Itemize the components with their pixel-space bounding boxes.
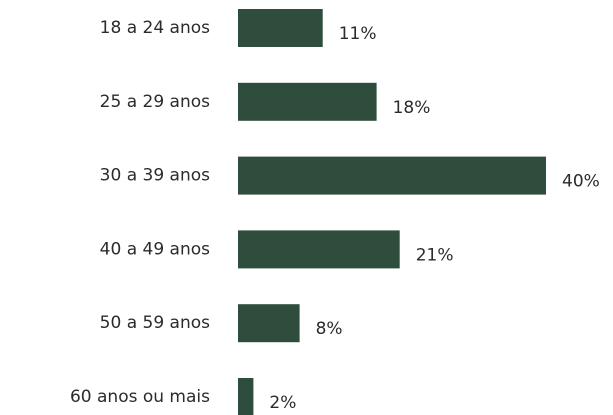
category-label: 25 a 29 anos xyxy=(100,92,210,112)
category-label: 30 a 39 anos xyxy=(100,166,210,186)
category-label: 40 a 49 anos xyxy=(100,239,210,259)
bar xyxy=(238,378,254,415)
bar xyxy=(238,82,377,121)
bar xyxy=(238,230,400,269)
value-label: 11% xyxy=(339,24,377,44)
bar xyxy=(238,9,323,47)
value-label: 40% xyxy=(562,172,600,192)
category-label: 18 a 24 anos xyxy=(100,18,210,38)
category-label: 60 anos ou mais xyxy=(70,387,210,407)
value-label: 2% xyxy=(269,393,296,413)
bar xyxy=(238,304,300,343)
category-label: 50 a 59 anos xyxy=(100,313,210,333)
bar xyxy=(238,156,546,195)
value-label: 21% xyxy=(416,245,454,265)
value-label: 18% xyxy=(393,98,431,118)
value-label: 8% xyxy=(316,319,343,339)
